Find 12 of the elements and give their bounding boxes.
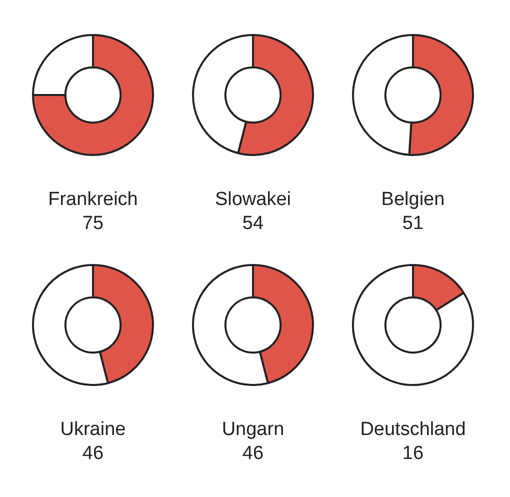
text: 46 (82, 442, 104, 466)
text: Frankreich (48, 188, 138, 212)
text: 46 (242, 442, 264, 466)
text: Slowakei (214, 188, 292, 212)
text: 16 (402, 442, 424, 466)
text: Ungarn (222, 418, 284, 442)
text: Ukraine (60, 418, 126, 442)
text: 54 (242, 212, 264, 236)
text: 75 (82, 212, 104, 236)
text: Belgien (381, 188, 445, 212)
text: Deutschland (360, 418, 466, 442)
text: 51 (402, 212, 424, 236)
